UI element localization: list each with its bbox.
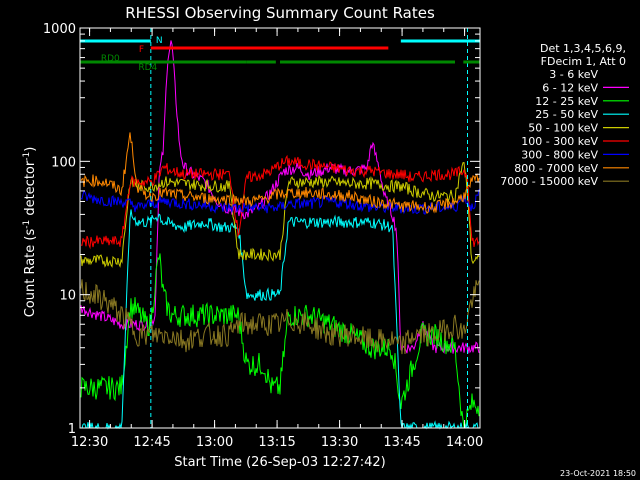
y-tick-label: 1 (68, 422, 76, 437)
x-tick-label: 14:00 (446, 435, 483, 450)
legend-entry-label: 3 - 6 keV (549, 68, 598, 81)
y-tick-label: 10 (59, 289, 76, 304)
legend-entry-label: 100 - 300 keV (521, 135, 598, 148)
y-tick-label: 1000 (43, 22, 76, 37)
y-axis-label-sup: -1 (22, 220, 32, 229)
series-line (80, 162, 480, 268)
x-tick-label: 13:00 (196, 435, 233, 450)
legend-entry-label: 800 - 7000 keV (514, 162, 598, 175)
state-label: RD4 (138, 63, 157, 73)
legend-header: FDecim 1, Att 0 (541, 55, 626, 68)
series-layer (80, 40, 480, 430)
legend: Det 1,3,4,5,6,9,FDecim 1, Att 03 - 6 keV… (500, 42, 629, 188)
x-tick-label: 12:45 (133, 435, 170, 450)
x-tick-label: 13:45 (383, 435, 420, 450)
y-axis-label-tail: detector (23, 160, 38, 220)
series-line (80, 189, 480, 215)
legend-entry-label: 300 - 800 keV (521, 148, 598, 161)
legend-header: Det 1,3,4,5,6,9, (540, 42, 626, 55)
y-axis-label-close: ) (23, 147, 38, 152)
y-axis-label-head: Count Rate (s (23, 229, 38, 318)
state-label: F (139, 45, 144, 55)
axes-layer: 12:30 12:45 13:00 13:15 13:30 13:45 14:00 1 10 10… (43, 22, 483, 450)
series-line (81, 209, 479, 430)
timestamp: 23-Oct-2021 18:50 (560, 469, 636, 478)
state-label: RD0 (101, 54, 120, 64)
series-line (80, 132, 480, 214)
x-axis-label: Start Time (26-Sep-03 12:27:42) (174, 455, 385, 470)
legend-entry-label: 6 - 12 keV (542, 81, 598, 94)
series-line (80, 51, 480, 430)
plot-frame (79, 27, 481, 429)
y-tick-label: 100 (51, 155, 76, 170)
x-tick-label: 12:30 (71, 435, 108, 450)
series-line (80, 253, 480, 429)
annotation-layer: N F RD0 RD4 (80, 28, 480, 428)
legend-entry-label: 25 - 50 keV (535, 108, 598, 121)
x-tick-label: 13:30 (321, 435, 358, 450)
chart-title: RHESSI Observing Summary Count Rates (125, 4, 435, 22)
y-axis-label: Count Rate (s-1 detector-1) (22, 147, 38, 318)
y-axis-label-sup: -1 (22, 152, 32, 161)
series-line (80, 279, 480, 355)
legend-entry-label: 50 - 100 keV (528, 122, 598, 135)
state-label: N (156, 36, 163, 46)
legend-entry-label: 12 - 25 keV (535, 95, 598, 108)
legend-entry-label: 7000 - 15000 keV (500, 175, 598, 188)
series-line (80, 154, 480, 250)
x-tick-label: 13:15 (258, 435, 295, 450)
